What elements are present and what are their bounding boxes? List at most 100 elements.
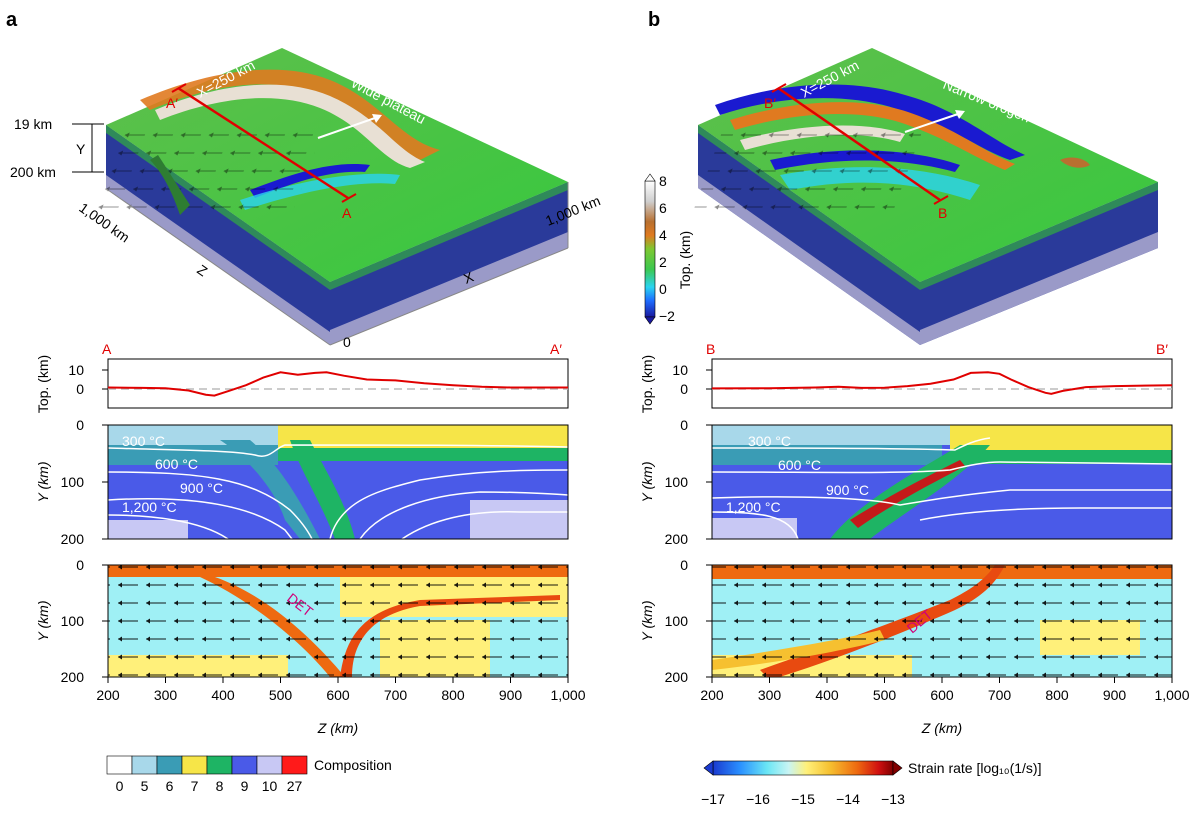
- block-a-start-label: A′: [166, 95, 178, 111]
- xaxis-b-tick-label: 400: [815, 687, 839, 703]
- temp-a-isotherm-300: 300 °C: [122, 433, 165, 449]
- strain-legend-tick-label: −15: [791, 791, 815, 807]
- strain-section-b: DET 0 100 200 Y (km): [639, 557, 1173, 685]
- composition-swatch: [181, 755, 208, 775]
- xaxis-a-label: Z (km): [317, 720, 358, 736]
- temp-section-a: 300 °C 600 °C 900 °C 1,200 °C 0 100 200 …: [35, 417, 569, 547]
- profile-b-left-label: B: [706, 341, 715, 357]
- profile-b-line: [711, 371, 1173, 395]
- block-a-depth-bottom: 200 km: [10, 164, 56, 180]
- xaxis-b-tick-label: 900: [1103, 687, 1127, 703]
- composition-swatch: [231, 755, 258, 775]
- section-line-a: [177, 86, 349, 200]
- strain-a-tick-200: 200: [61, 669, 85, 685]
- temp-b-isotherm-1200: 1,200 °C: [726, 499, 781, 515]
- composition-legend-label: Composition: [314, 757, 392, 773]
- xaxis-a-tick-label: 800: [441, 687, 465, 703]
- panel-letter-b: b: [648, 9, 660, 31]
- profile-a-line: [107, 371, 568, 397]
- section-line-b: [777, 86, 941, 202]
- block-3d-a: [93, 48, 568, 345]
- block-a-depth-axis: Y: [76, 141, 86, 157]
- topo-cb-tick-1: 6: [659, 200, 667, 216]
- xaxis-b-tick-label: 700: [988, 687, 1012, 703]
- strain-section-a: DET 0 100 200 Y (km): [35, 557, 569, 685]
- composition-tick-label: 0: [116, 778, 124, 794]
- temp-a-tick-200: 200: [61, 531, 85, 547]
- profile-b-tick-0: 0: [680, 381, 688, 397]
- block-a-feature-arrow: [317, 117, 376, 139]
- panel-letter-a: a: [6, 9, 18, 31]
- profile-b-tick-10: 10: [672, 362, 688, 378]
- strain-a-tick-0: 0: [76, 557, 84, 573]
- xaxis-a-tick-label: 500: [269, 687, 293, 703]
- profile-a-tick-10: 10: [68, 362, 84, 378]
- topo-cb-tick-3: 2: [659, 254, 667, 270]
- profile-b-right-label: B′: [1156, 341, 1168, 357]
- temp-b-tick-100: 100: [665, 474, 689, 490]
- strain-legend-tick-label: −17: [701, 791, 725, 807]
- xaxis-b-tick-label: 600: [930, 687, 954, 703]
- composition-swatch: [106, 755, 133, 775]
- temp-b-isotherm-300: 300 °C: [748, 433, 791, 449]
- profile-a: A A′ 10 0 Top. (km): [35, 341, 569, 413]
- profile-a-tick-0: 0: [76, 381, 84, 397]
- xaxis-a-tick-label: 400: [211, 687, 235, 703]
- composition-tick-label: 8: [216, 778, 224, 794]
- block-a-depth-top: 19 km: [14, 116, 52, 132]
- composition-swatch: [206, 755, 233, 775]
- strain-legend-tick-label: −13: [881, 791, 905, 807]
- composition-swatch: [156, 755, 183, 775]
- temp-b-ylabel: Y (km): [639, 462, 655, 503]
- temp-b-isotherm-600: 600 °C: [778, 457, 821, 473]
- composition-tick-label: 6: [166, 778, 174, 794]
- xaxis-a-tick-label: 1,000: [550, 687, 585, 703]
- block-a-end-label: A: [342, 205, 352, 221]
- strain-b-tick-200: 200: [665, 669, 689, 685]
- xaxis-b-tick-label: 500: [873, 687, 897, 703]
- composition-tick-label: 7: [191, 778, 199, 794]
- block-b-start-label: B′: [764, 95, 776, 111]
- xaxis-b-tick-label: 200: [700, 687, 724, 703]
- topo-colorbar: 8 6 4 2 0 −2 Top. (km): [644, 173, 693, 325]
- xaxis-b-tick-label: 1,000: [1154, 687, 1189, 703]
- xaxis-a-tick-label: 600: [326, 687, 350, 703]
- xaxis-a: 200 300 400 500 600 700 800 900 1,000 Z (km): [96, 677, 586, 736]
- composition-tick-label: 27: [287, 778, 303, 794]
- temp-section-b: 300 °C 600 °C 900 °C 1,200 °C 0 100 200 …: [639, 417, 1173, 547]
- profile-a-right-label: A′: [550, 341, 562, 357]
- topo-cb-tick-4: 0: [659, 281, 667, 297]
- composition-tick-label: 10: [262, 778, 278, 794]
- xaxis-b-label: Z (km): [921, 720, 962, 736]
- strain-a-ylabel: Y (km): [35, 601, 51, 642]
- strain-legend-tick-label: −16: [746, 791, 770, 807]
- strain-b-tick-0: 0: [680, 557, 688, 573]
- composition-legend: 0 5 6 7 8 9 10 27 Composition: [106, 755, 392, 794]
- temp-a-tick-100: 100: [61, 474, 85, 490]
- xaxis-a-tick-label: 200: [96, 687, 120, 703]
- block-a-z-axis: Z: [194, 261, 211, 279]
- strain-legend-label: Strain rate [log₁₀(1/s)]: [908, 760, 1041, 776]
- composition-swatch: [256, 755, 283, 775]
- profile-a-ylabel: Top. (km): [35, 355, 51, 413]
- xaxis-b-tick-label: 300: [758, 687, 782, 703]
- topo-cb-tick-5: −2: [659, 308, 675, 324]
- temp-b-tick-200: 200: [665, 531, 689, 547]
- block-b-end-label: B: [938, 205, 947, 221]
- composition-swatch: [281, 755, 308, 775]
- strain-a-tick-100: 100: [61, 613, 85, 629]
- temp-a-ylabel: Y (km): [35, 462, 51, 503]
- profile-b-ylabel: Top. (km): [639, 355, 655, 413]
- xaxis-a-tick-label: 300: [154, 687, 178, 703]
- xaxis-a-tick-label: 900: [499, 687, 523, 703]
- block-a-right-face: [330, 182, 568, 345]
- temp-a-isotherm-900: 900 °C: [180, 480, 223, 496]
- strain-legend-tick-label: −14: [836, 791, 860, 807]
- block-a-origin: 0: [343, 334, 351, 350]
- temp-a-tick-0: 0: [76, 417, 84, 433]
- topo-cb-label: Top. (km): [677, 231, 693, 289]
- xaxis-a-tick-label: 700: [384, 687, 408, 703]
- xaxis-b-tick-label: 800: [1045, 687, 1069, 703]
- composition-tick-label: 9: [241, 778, 249, 794]
